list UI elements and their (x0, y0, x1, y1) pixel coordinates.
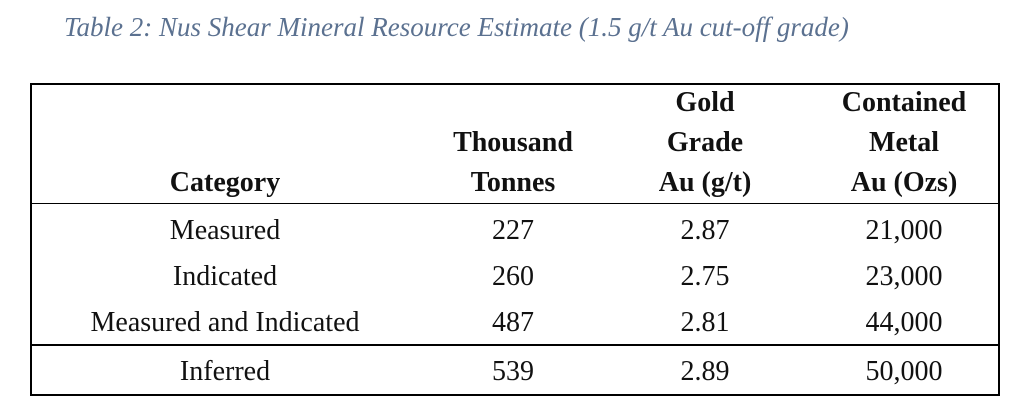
table-cell: 227 (492, 215, 534, 246)
header-cell: Gold (675, 87, 735, 118)
table-cell: 539 (492, 356, 534, 387)
table-cell: 21,000 (865, 215, 943, 246)
header-cell: Category (169, 167, 281, 198)
header-cell: Metal (869, 127, 939, 158)
header-cell: Grade (666, 127, 744, 158)
table-cell: Indicated (172, 261, 278, 292)
table-cell: 260 (492, 261, 534, 292)
header-cell: Contained (841, 87, 967, 118)
header-cell: Au (g/t) (658, 167, 752, 198)
total-rule (32, 344, 998, 346)
table-caption: Table 2: Nus Shear Mineral Resource Esti… (64, 12, 849, 42)
header-rule (32, 203, 998, 204)
table-cell: Inferred (179, 356, 271, 387)
table-cell: 2.89 (680, 356, 730, 387)
header-cell: Tonnes (470, 167, 556, 198)
table-cell: 23,000 (865, 261, 943, 292)
table-cell: 487 (492, 307, 534, 338)
table-border (30, 83, 1000, 396)
table-cell: 2.75 (680, 261, 730, 292)
table-cell: 50,000 (865, 356, 943, 387)
table-cell: 44,000 (865, 307, 943, 338)
header-cell: Thousand (453, 127, 573, 158)
table-cell: 2.87 (680, 215, 730, 246)
table-cell: Measured and Indicated (90, 307, 360, 338)
table-cell: Measured (169, 215, 281, 246)
header-cell: Au (Ozs) (850, 167, 958, 198)
table-cell: 2.81 (680, 307, 730, 338)
